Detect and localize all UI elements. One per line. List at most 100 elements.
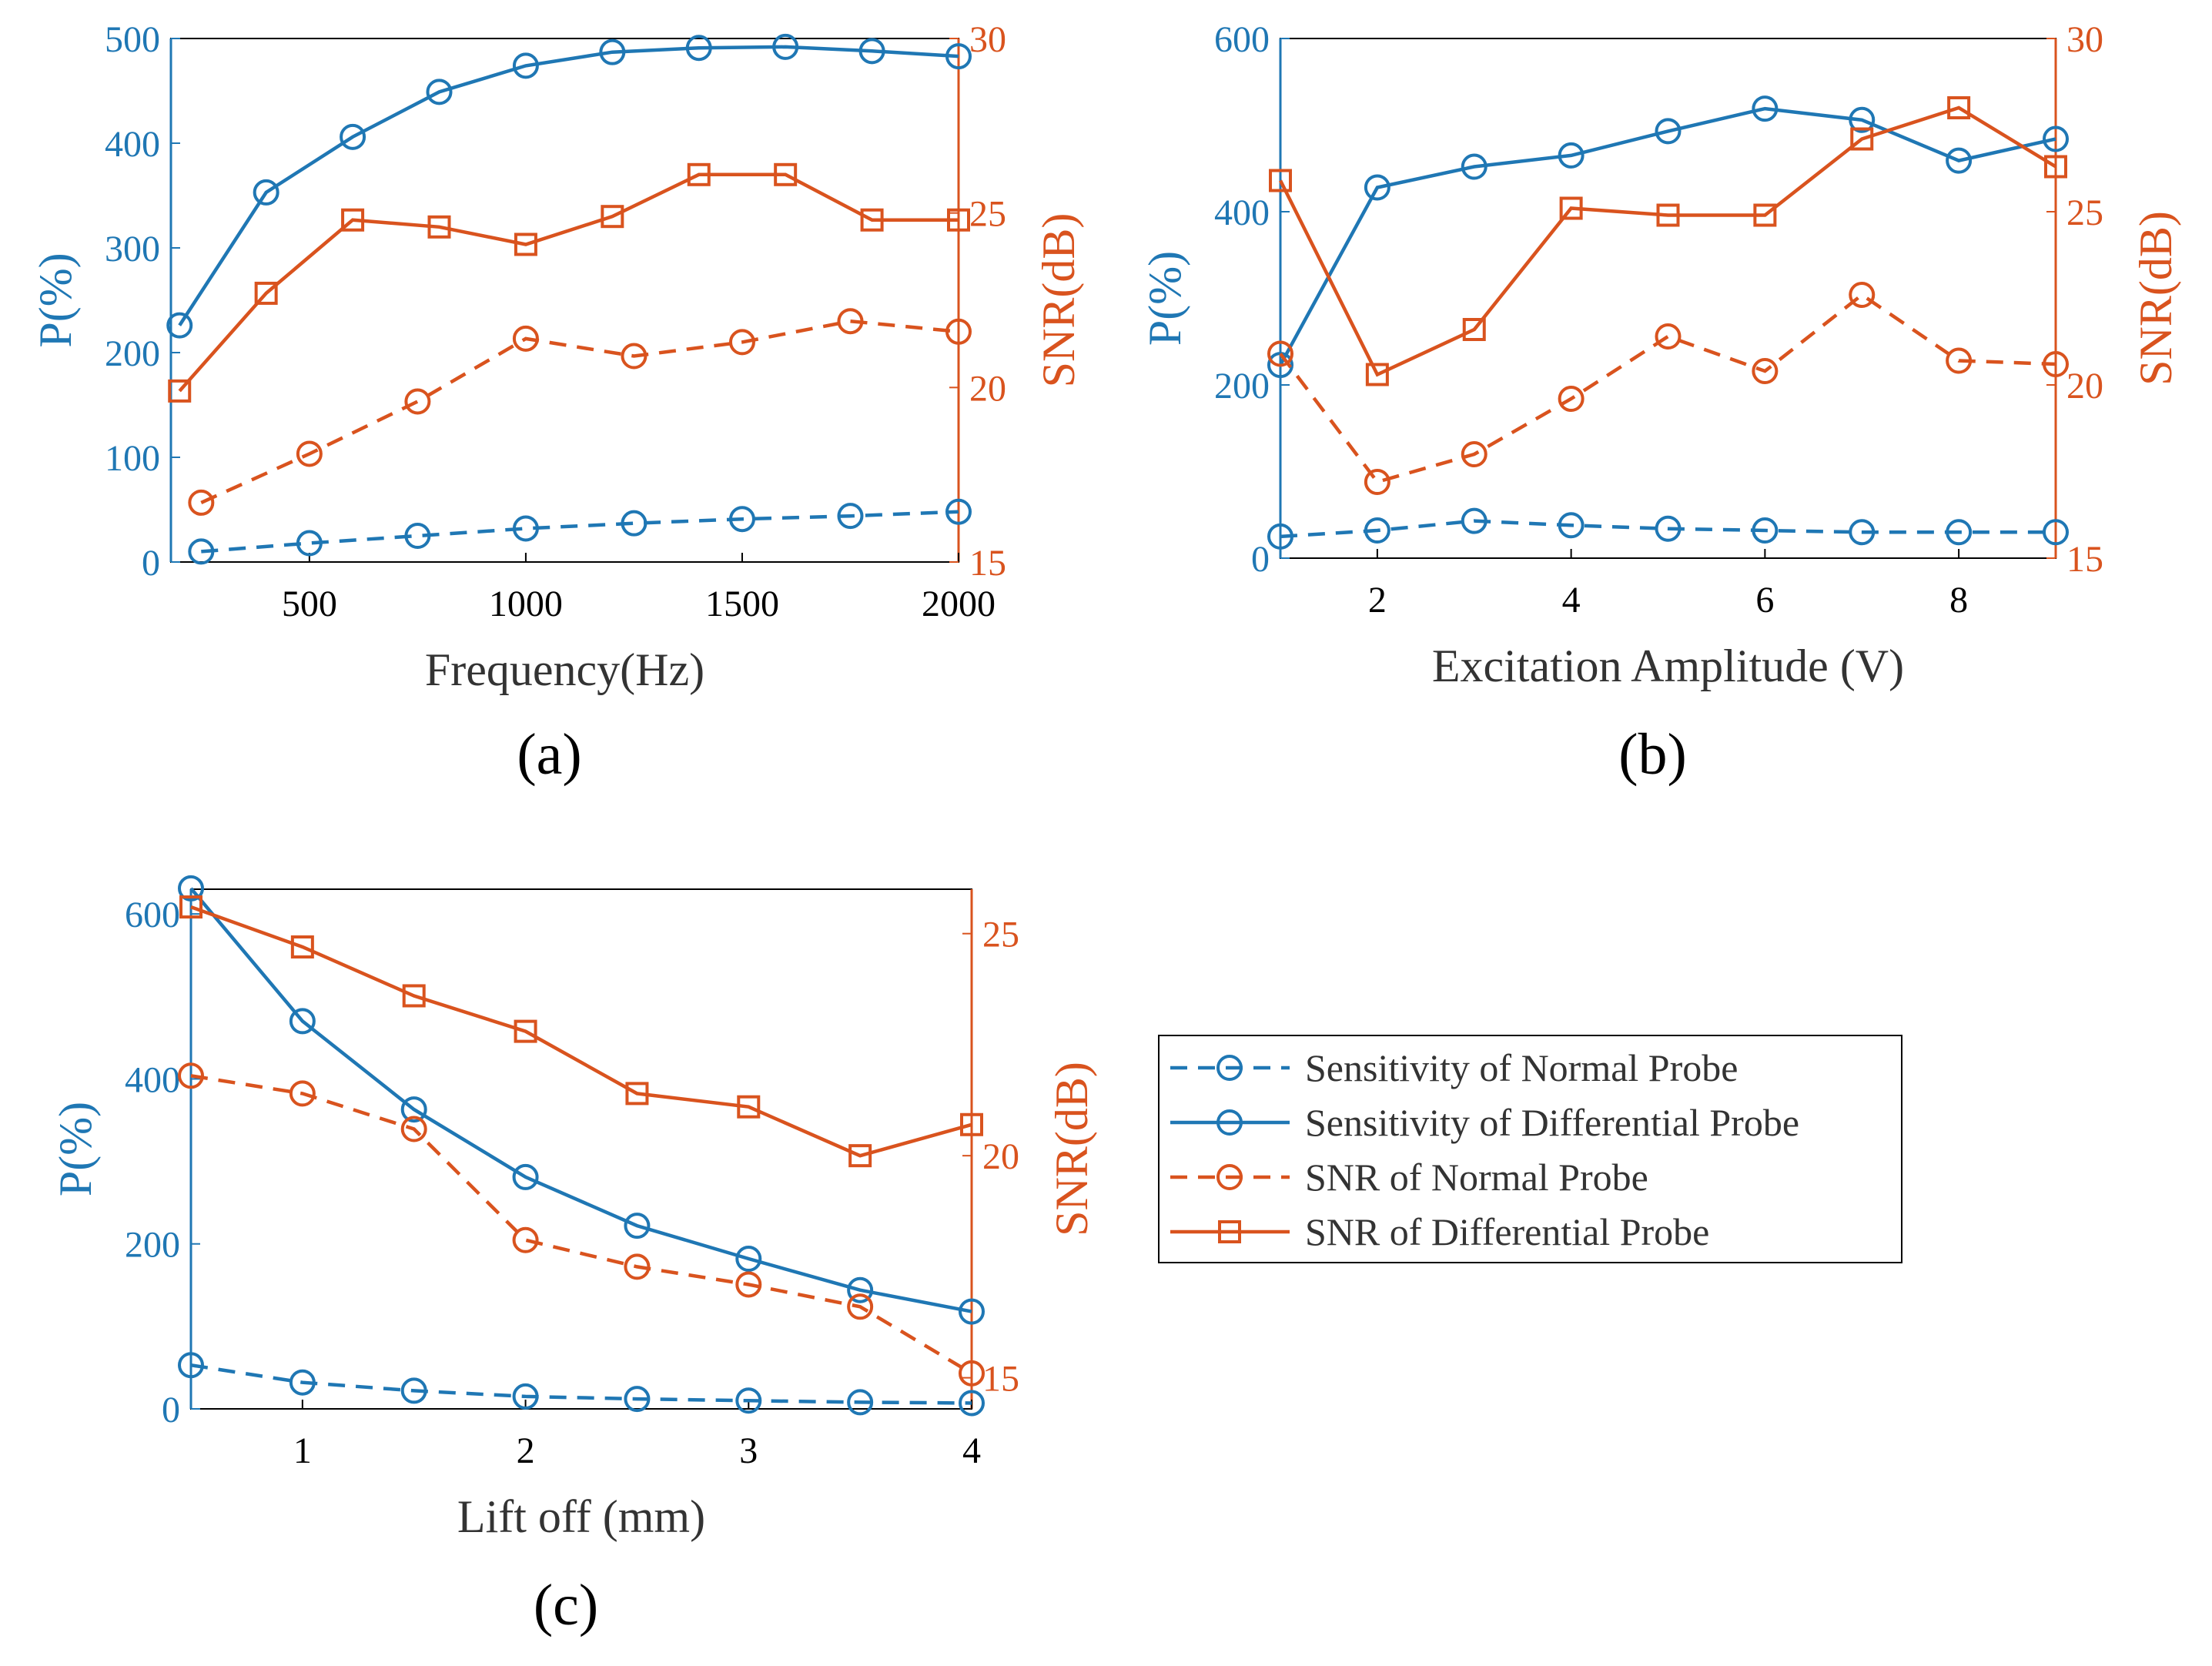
data-point <box>512 515 539 542</box>
x-tick-label: 1500 <box>705 584 779 624</box>
data-point <box>1946 147 1973 174</box>
data-point <box>1946 519 1973 546</box>
data-point <box>947 208 970 232</box>
left-tick-label: 300 <box>105 229 160 269</box>
data-point <box>512 1383 539 1410</box>
legend-entry: SNR of Differential Probe <box>1170 1210 1709 1253</box>
data-point <box>426 79 453 105</box>
data-point <box>624 1386 651 1413</box>
data-point <box>1655 323 1682 350</box>
legend-label: Sensitivity of Normal Probe <box>1305 1046 1738 1089</box>
data-point <box>289 1008 316 1035</box>
data-point <box>1267 340 1293 367</box>
right-tick-label: 30 <box>969 19 1006 60</box>
data-point <box>599 38 626 65</box>
data-point <box>1364 469 1390 495</box>
series-1 <box>1267 507 2069 550</box>
data-point <box>737 1095 761 1119</box>
legend-label: SNR of Normal Probe <box>1305 1156 1648 1199</box>
data-point <box>188 489 215 516</box>
data-point <box>402 984 426 1008</box>
legend-marker <box>1216 1055 1243 1081</box>
data-point <box>1267 352 1293 379</box>
data-point <box>1267 523 1293 550</box>
data-point <box>296 530 323 557</box>
data-point <box>178 875 204 902</box>
left-tick-label: 0 <box>1251 539 1270 580</box>
data-point <box>404 523 431 549</box>
left-tick-label: 600 <box>1214 19 1270 60</box>
right-axis-label: SNR(dB) <box>2130 211 2181 386</box>
data-point <box>188 538 215 565</box>
data-point <box>959 1390 985 1417</box>
panel-label: (b) <box>1618 722 1687 787</box>
data-point <box>1364 517 1390 544</box>
data-point <box>685 35 712 62</box>
data-point <box>1849 106 1876 133</box>
x-tick-label: 4 <box>962 1430 981 1471</box>
series-4 <box>1269 96 2067 386</box>
data-point <box>1558 142 1585 169</box>
x-tick-label: 3 <box>739 1430 758 1471</box>
right-tick-label: 20 <box>2066 366 2103 406</box>
data-point <box>847 1293 874 1320</box>
series-line <box>1279 293 2056 484</box>
data-point <box>253 179 279 206</box>
left-tick-label: 400 <box>125 1059 180 1100</box>
data-point <box>728 506 755 533</box>
legend-marker <box>1218 1220 1241 1243</box>
right-tick-label: 30 <box>2066 19 2103 60</box>
data-point <box>2043 519 2069 546</box>
left-tick-label: 400 <box>105 124 160 165</box>
data-point <box>1655 515 1682 542</box>
x-tick-label: 4 <box>1562 580 1581 621</box>
series-4 <box>179 895 983 1168</box>
data-point <box>860 208 884 232</box>
data-point <box>178 1352 204 1379</box>
plot-frame <box>190 888 972 1410</box>
series-4 <box>168 162 970 403</box>
x-axis-label: Lift off (mm) <box>457 1491 705 1542</box>
series-line <box>178 45 959 326</box>
right-tick-label: 15 <box>982 1359 1019 1400</box>
series-2 <box>178 875 985 1325</box>
data-point <box>735 1246 762 1272</box>
data-point <box>296 440 323 467</box>
data-point <box>166 312 193 339</box>
data-point <box>1752 95 1779 122</box>
series-line <box>200 319 959 504</box>
data-point <box>512 1163 539 1190</box>
legend-label: SNR of Differential Probe <box>1305 1210 1709 1253</box>
left-tick-label: 500 <box>105 19 160 60</box>
x-tick-label: 6 <box>1755 580 1774 621</box>
plot-frame <box>1280 38 2056 559</box>
right-tick-label: 25 <box>2066 192 2103 233</box>
data-point <box>1753 203 1777 227</box>
data-point <box>774 162 798 186</box>
data-point <box>837 503 864 530</box>
data-point <box>624 1253 651 1280</box>
data-point <box>254 281 278 305</box>
data-point <box>1849 519 1876 546</box>
data-point <box>1461 507 1487 534</box>
data-point <box>601 205 624 229</box>
series-1 <box>188 498 972 565</box>
data-point <box>1365 363 1389 386</box>
left-tick-label: 100 <box>105 438 160 479</box>
data-point <box>945 318 972 345</box>
panel-label: (c) <box>534 1573 598 1638</box>
right-tick-label: 25 <box>969 194 1006 235</box>
data-point <box>514 233 537 256</box>
right-tick-label: 15 <box>969 543 1006 584</box>
series-3 <box>1267 282 2069 495</box>
data-point <box>290 935 314 958</box>
left-tick-label: 200 <box>125 1225 180 1266</box>
left-tick-label: 0 <box>142 543 160 584</box>
data-point <box>400 1116 427 1142</box>
data-point <box>837 308 864 335</box>
data-point <box>1655 118 1682 145</box>
data-point <box>512 325 539 352</box>
data-point <box>1461 441 1487 467</box>
data-point <box>341 208 365 232</box>
